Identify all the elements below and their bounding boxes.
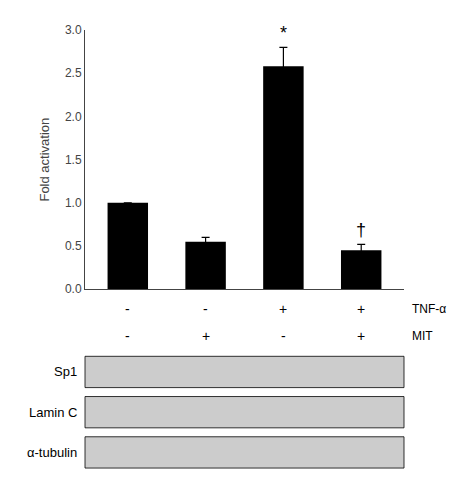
svg-text:Lamin C: Lamin C bbox=[29, 405, 77, 420]
svg-text:+: + bbox=[357, 328, 365, 344]
svg-text:TNF-α: TNF-α bbox=[412, 302, 446, 316]
svg-text:0.0: 0.0 bbox=[65, 282, 82, 296]
svg-text:MIT: MIT bbox=[412, 329, 433, 343]
svg-text:+: + bbox=[202, 328, 210, 344]
svg-text:†: † bbox=[356, 220, 366, 240]
svg-text:α-tubulin: α-tubulin bbox=[27, 445, 77, 460]
svg-text:-: - bbox=[125, 328, 130, 344]
svg-text:+: + bbox=[279, 301, 287, 317]
svg-text:-: - bbox=[203, 301, 208, 317]
svg-text:1.0: 1.0 bbox=[65, 196, 82, 210]
svg-text:1.5: 1.5 bbox=[65, 153, 82, 167]
svg-text:3.0: 3.0 bbox=[65, 23, 82, 37]
svg-text:+: + bbox=[357, 301, 365, 317]
svg-text:2.0: 2.0 bbox=[65, 110, 82, 124]
svg-text:*: * bbox=[280, 23, 287, 43]
svg-text:2.5: 2.5 bbox=[65, 66, 82, 80]
svg-text:Fold activation: Fold activation bbox=[37, 118, 52, 202]
svg-text:0.5: 0.5 bbox=[65, 239, 82, 253]
svg-text:Sp1: Sp1 bbox=[54, 364, 77, 379]
svg-text:-: - bbox=[125, 301, 130, 317]
svg-text:-: - bbox=[281, 328, 286, 344]
